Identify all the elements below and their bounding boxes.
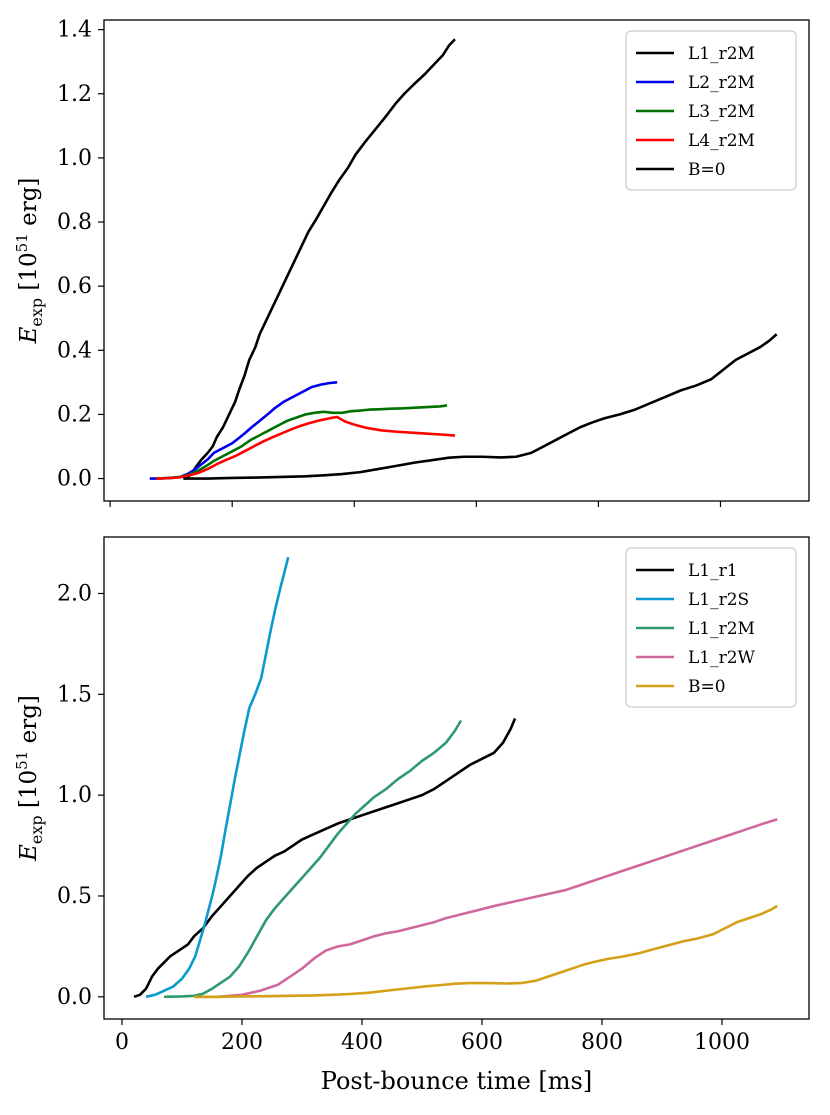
x-tick-label: 200 [221,1030,263,1055]
y-tick-label: 1.4 [57,18,92,43]
x-tick-label: 800 [581,1030,623,1055]
x-tick-label: 0 [115,1030,129,1055]
y-axis-label: Eexp [1051 erg] [13,178,46,345]
series-line-l3-r2m [155,404,448,480]
legend: L1_r1 L1_r2S L1_r2M L1_r2W B=0 [625,547,797,708]
x-axis-label: Post-bounce time [ms] [321,1067,592,1095]
axes-frame [103,19,810,502]
legend-label: L3_r2M [688,102,755,122]
series-line-l2-r2m [149,381,338,480]
legend: L1_r2M L2_r2M L3_r2M L4_r2M B=0 [625,30,797,191]
y-tick-label: 0.8 [57,210,92,235]
y-tick-label: 0.5 [57,884,92,909]
axes-frame [103,536,810,1020]
series-line-b-0 [194,904,778,999]
legend-label: L2_r2M [688,73,755,93]
legend-label: B=0 [688,160,726,180]
x-tick-label: 1000 [694,1030,750,1055]
y-tick-label: 1.2 [57,82,92,107]
y-tick-label: 0.2 [57,402,92,427]
legend-label: L1_r2W [688,648,756,668]
y-tick-label: 0.4 [57,338,92,363]
legend-label: L1_r1 [688,561,738,581]
legend-label: L1_r2M [688,44,755,64]
plot-area [149,38,778,480]
y-tick-label: 0.0 [57,467,92,492]
chart-panel-1: 0.0 0.2 0.4 0.6 0.8 1.0 1.2 1.4 Eexp [1051 erg] L… [13,18,810,507]
y-tick-label: 1.0 [57,783,92,808]
y-axis-label: Eexp [1051 erg] [13,695,46,862]
legend-label: L1_r2M [688,619,755,639]
legend-box [625,30,797,191]
y-tick-label: 0.6 [57,274,92,299]
series-line-l4-r2m [155,415,456,480]
legend-box [625,547,797,708]
x-tick-label: 600 [461,1030,503,1055]
legend-label: L1_r2S [688,590,749,610]
y-tick-label: 0.0 [57,985,92,1010]
series-line-l1-r2s [145,556,290,999]
x-tick-label: 400 [341,1030,383,1055]
y-tick-label: 2.0 [57,581,92,606]
y-tick-label: 1.0 [57,146,92,171]
legend-label: B=0 [688,677,726,697]
series-line-b-0 [183,333,778,480]
series-line-l1-r2m [163,719,463,999]
y-tick-label: 1.5 [57,682,92,707]
series-line-l1-r2w [194,818,778,999]
plot-area [133,556,778,999]
legend-label: L4_r2M [688,131,755,151]
chart-panel-2: 0 200 400 600 800 1000 0.0 0.5 1.0 1.5 2.0 Eexp [10… [13,536,810,1095]
series-line-l1-r2m [182,38,456,480]
series-line-l1-r1 [133,718,517,999]
